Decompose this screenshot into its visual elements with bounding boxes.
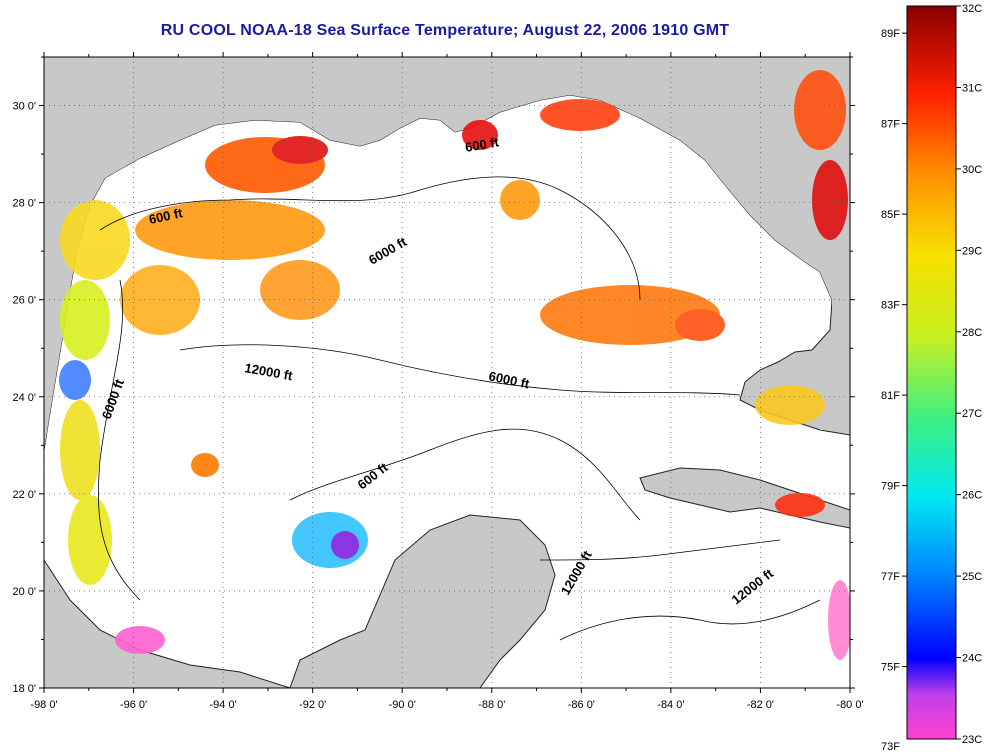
colorbar-f-label: 77F	[881, 571, 900, 583]
colorbar-c-label: 28C	[962, 327, 982, 339]
colorbar-c-label: 30C	[962, 164, 982, 176]
colorbar-f-label: 73F	[881, 741, 900, 753]
lon-tick-label: -96 0'	[120, 699, 147, 711]
lon-tick-label: -86 0'	[568, 699, 595, 711]
colorbar-c-label: 29C	[962, 245, 982, 257]
axis-ticks: -98 0' -96 0' -94 0' -92 0' -90 0' -88 0' -86 …	[12, 52, 864, 711]
sst-observations	[59, 70, 850, 660]
colorbar-c-label: 24C	[962, 653, 982, 665]
lon-tick-label: -98 0'	[30, 699, 57, 711]
grid-lines	[44, 57, 850, 688]
colorbar-f-label: 87F	[881, 119, 900, 131]
lat-tick-label: 24 0'	[12, 392, 36, 404]
lon-tick-label: -84 0'	[657, 699, 684, 711]
lon-tick-label: -94 0'	[210, 699, 237, 711]
lon-tick-label: -88 0'	[478, 699, 505, 711]
colorbar-f-label: 89F	[881, 28, 900, 40]
map-title: RU COOL NOAA-18 Sea Surface Temperature;…	[160, 22, 730, 39]
lat-tick-label: 20 0'	[12, 586, 36, 598]
lat-tick-label: 18 0'	[12, 683, 36, 695]
lat-tick-label: 22 0'	[12, 489, 36, 501]
lat-tick-label: 28 0'	[12, 198, 36, 210]
us-gulf-coast-land	[44, 57, 705, 450]
lon-tick-label: -80 0'	[836, 699, 863, 711]
colorbar-c-label: 31C	[962, 82, 982, 94]
contour-label: 600 ft	[464, 134, 501, 155]
colorbar-f-label: 85F	[881, 209, 900, 221]
colorbar-c-label: 23C	[962, 734, 982, 746]
colorbar-c-label: 27C	[962, 408, 982, 420]
florida-land	[705, 57, 850, 430]
contour-label: 600 ft	[148, 205, 185, 227]
colorbar-labels: 32C 31C 30C 29C 28C 27C 26C 25C 24C 23C 89F 87F 85F 8…	[881, 3, 982, 753]
bathymetry-contours	[98, 176, 821, 641]
lon-tick-label: -92 0'	[299, 699, 326, 711]
colorbar-f-label: 83F	[881, 300, 900, 312]
lat-tick-label: 26 0'	[12, 295, 36, 307]
colorbar-c-label: 26C	[962, 490, 982, 502]
lon-tick-label: -82 0'	[747, 699, 774, 711]
colorbar-f-label: 79F	[881, 481, 900, 493]
colorbar-f-label: 81F	[881, 390, 900, 402]
yucatan-peninsula	[289, 514, 556, 688]
colorbar-c-label: 25C	[962, 571, 982, 583]
lat-tick-label: 30 0'	[12, 101, 36, 113]
colorbar	[906, 5, 957, 740]
lon-tick-label: -90 0'	[389, 699, 416, 711]
colorbar-f-label: 75F	[881, 662, 900, 674]
colorbar-c-label: 32C	[962, 3, 982, 15]
